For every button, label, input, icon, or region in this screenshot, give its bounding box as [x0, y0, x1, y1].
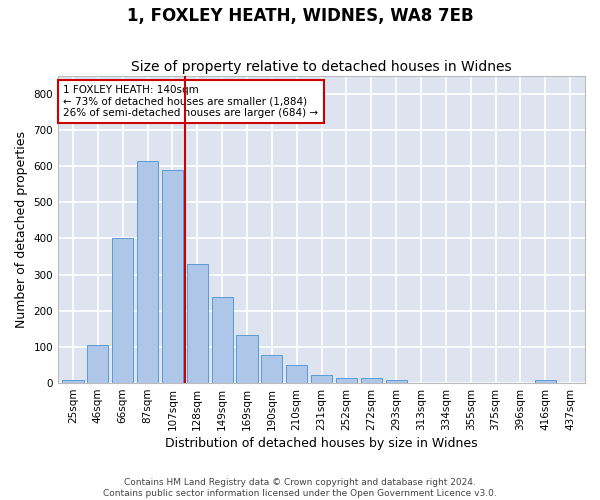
Bar	[236, 335, 257, 383]
Bar	[361, 378, 382, 383]
Title: Size of property relative to detached houses in Widnes: Size of property relative to detached ho…	[131, 60, 512, 74]
Bar	[62, 380, 83, 383]
Text: 1, FOXLEY HEATH, WIDNES, WA8 7EB: 1, FOXLEY HEATH, WIDNES, WA8 7EB	[127, 8, 473, 26]
Bar	[112, 238, 133, 383]
Bar	[535, 380, 556, 383]
Bar	[386, 380, 407, 383]
Bar	[212, 297, 233, 383]
Bar	[162, 170, 183, 383]
Text: 1 FOXLEY HEATH: 140sqm
← 73% of detached houses are smaller (1,884)
26% of semi-: 1 FOXLEY HEATH: 140sqm ← 73% of detached…	[64, 85, 319, 118]
Text: Contains HM Land Registry data © Crown copyright and database right 2024.
Contai: Contains HM Land Registry data © Crown c…	[103, 478, 497, 498]
Bar	[187, 264, 208, 383]
Bar	[286, 365, 307, 383]
Bar	[261, 355, 283, 383]
Bar	[87, 345, 109, 383]
Bar	[336, 378, 357, 383]
X-axis label: Distribution of detached houses by size in Widnes: Distribution of detached houses by size …	[165, 437, 478, 450]
Bar	[137, 160, 158, 383]
Y-axis label: Number of detached properties: Number of detached properties	[15, 131, 28, 328]
Bar	[311, 376, 332, 383]
